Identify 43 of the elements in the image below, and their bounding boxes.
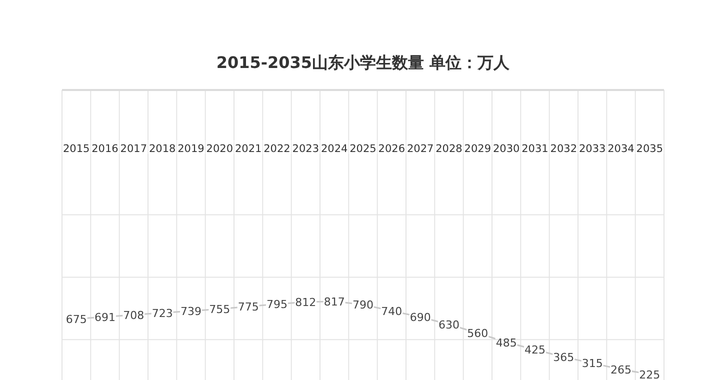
data-label: 485 xyxy=(496,336,517,350)
data-label: 795 xyxy=(266,298,288,312)
data-label: 775 xyxy=(238,300,259,314)
x-tick-label: 2023 xyxy=(292,143,320,155)
x-tick-label: 2019 xyxy=(178,143,204,155)
data-label: 708 xyxy=(123,308,144,322)
x-tick-label: 2022 xyxy=(264,143,290,155)
data-label: 225 xyxy=(639,368,660,380)
chart-title: 2015-2035山东小学生数量 单位：万人 xyxy=(216,53,511,72)
x-tick-label: 2034 xyxy=(608,143,635,155)
x-tick-label: 2024 xyxy=(320,143,348,155)
data-label: 675 xyxy=(66,312,87,326)
x-tick-label: 2026 xyxy=(378,143,406,155)
x-tick-label: 2017 xyxy=(120,143,148,155)
x-tick-label: 2035 xyxy=(636,143,664,155)
x-tick-label: 2016 xyxy=(92,143,119,155)
data-label: 691 xyxy=(94,310,116,324)
x-tick-label: 2025 xyxy=(350,143,376,155)
x-tick-label: 2032 xyxy=(550,143,578,155)
data-label: 740 xyxy=(381,304,402,318)
data-label: 425 xyxy=(524,344,546,357)
data-label: 790 xyxy=(352,298,374,312)
data-label: 630 xyxy=(438,318,460,332)
data-label: 315 xyxy=(582,357,603,370)
x-tick-label: 2021 xyxy=(234,143,262,155)
x-tick-label: 2020 xyxy=(206,143,234,155)
data-label: 755 xyxy=(209,302,230,316)
data-label: 690 xyxy=(410,311,431,324)
x-tick-label: 2015 xyxy=(62,143,90,155)
data-label: 723 xyxy=(152,306,173,320)
x-tick-label: 2031 xyxy=(522,143,548,155)
x-tick-label: 2029 xyxy=(464,143,492,155)
data-label: 365 xyxy=(553,351,574,364)
data-label: 265 xyxy=(610,363,632,376)
data-label: 560 xyxy=(467,327,488,340)
x-tick-label: 2033 xyxy=(578,143,606,155)
data-label: 817 xyxy=(324,295,345,308)
x-tick-label: 2030 xyxy=(492,143,520,155)
data-label: 812 xyxy=(295,296,316,309)
x-tick-label: 2018 xyxy=(148,143,176,155)
x-tick-label: 2027 xyxy=(406,143,434,155)
x-tick-label: 2028 xyxy=(436,143,462,155)
data-label: 739 xyxy=(180,304,202,318)
